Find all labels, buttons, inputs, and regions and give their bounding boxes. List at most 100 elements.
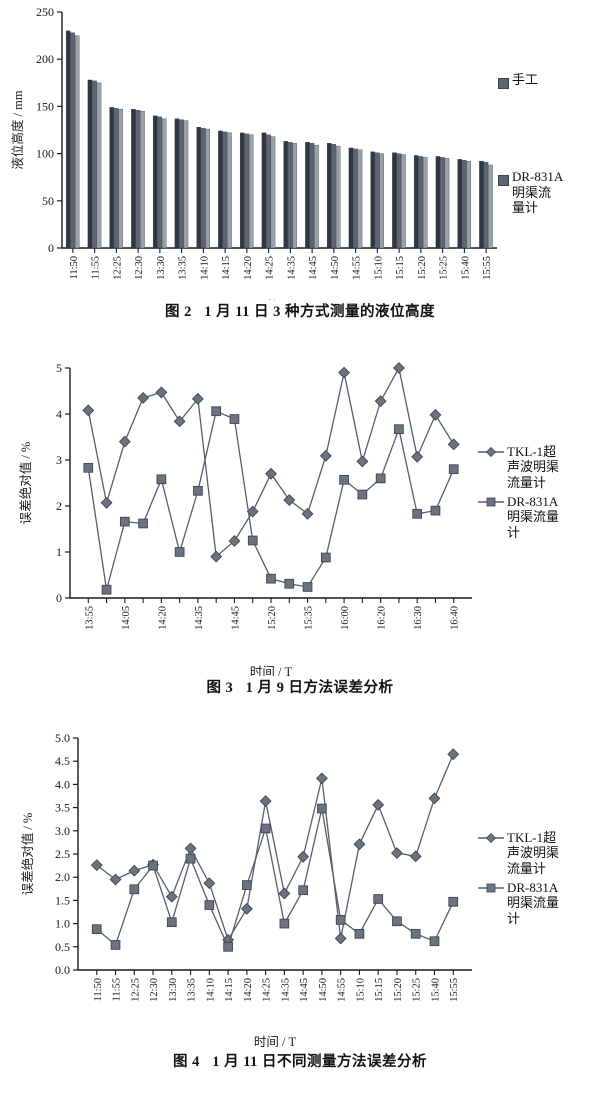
data-point-diamond [319,449,332,462]
bar [227,132,232,249]
bar [331,144,336,249]
y-tick-label: 0 [56,591,62,605]
x-tick-label: 15:10 [355,978,366,1002]
data-point-diamond [191,392,204,405]
y-tick-label: 0.0 [55,963,70,977]
bar [401,154,406,249]
y-tick-label: 250 [36,5,54,19]
bar [457,159,462,249]
bar [309,143,315,249]
figure-3: 0 1 2 3 4 5 误差绝对值 / % 13:55 14:05 14:20 14:35 14:45… [0,346,600,720]
x-tick-label: 15:55 [449,978,460,1002]
y-tick-label: 3 [56,453,62,467]
bar [396,153,402,249]
bar [435,156,441,249]
bar [222,131,228,249]
figure-3-plot: 0 1 2 3 4 5 误差绝对值 / % 13:55 14:05 14:20 14:35 14:45… [0,346,600,676]
y-tick-label: 2.5 [55,847,70,861]
data-point-square [185,853,196,864]
bar [87,79,93,249]
x-tick-label: 14:05 [121,606,132,630]
data-point-square [392,916,402,927]
bar [174,118,180,249]
bar [348,147,354,249]
data-point-diamond [173,415,186,428]
x-tick-label: 15:15 [395,256,406,280]
figure-2: 0 50 100 150 200 250 液位高度 / mm 11:50 11:55 12:25 1… [0,0,600,346]
legend-swatch-icon [498,72,509,89]
x-tick-label: 13:55 [84,606,95,630]
bar [483,161,489,249]
bar [152,115,158,249]
data-point-square [320,552,331,563]
legend-item-tkl1: TKL-1超 声波明渠 流量计 [478,444,596,490]
x-tick-label: 14:15 [221,256,232,280]
x-tick-label: 16:00 [340,606,351,630]
bar [413,155,419,249]
data-point-square [373,894,384,904]
bar [248,134,254,249]
series-line [87,410,455,590]
x-tick-label: 15:55 [482,256,493,280]
x-tick-label: 15:15 [374,978,385,1002]
y-tick-label: 4 [56,407,62,421]
x-tick-label: 15:25 [439,256,450,280]
data-point-diamond [184,842,197,855]
figure-3-legend: TKL-1超 声波明渠 流量计 DR-831A 明渠流量 计 [478,444,596,542]
figure-3-caption: 图 3 1 月 9 日方法误差分析 [206,680,394,696]
data-point-square [375,473,386,484]
y-tick-label: 1 [56,545,62,559]
legend-label-dr831a: DR-831A 明渠流量 计 [507,493,560,540]
data-point-diamond [265,467,277,480]
data-point-diamond [301,507,314,520]
x-axis-label: 时间 /T [260,299,300,300]
y-tick-label: 2.0 [55,870,70,884]
data-point-diamond [109,873,122,886]
x-tick-label: 14:50 [318,978,329,1002]
x-tick-label: 14:50 [330,256,341,280]
legend-label-manual: 手工 [512,72,539,87]
y-tick-label: 1.0 [55,917,70,931]
data-point-diamond [374,395,387,408]
legend-item-dr831a: DR-831A 明渠流 量计 [498,169,598,215]
bar [244,133,249,249]
bar [314,144,319,249]
x-tick-label: 15:20 [393,978,404,1002]
data-point-square [138,518,148,529]
legend-diamond-icon [478,830,504,844]
x-tick-label: 14:25 [262,978,273,1002]
y-tick-label: 200 [36,52,54,66]
bar [218,130,223,249]
x-tick-label: 14:55 [337,978,348,1002]
data-point-diamond [391,847,403,860]
bar [113,108,119,249]
x-tick-label: 15:35 [304,606,315,630]
data-point-square [284,578,295,589]
figure-4-caption: 图 4 1 月 11 日不同测量方法误差分析 [172,1054,428,1070]
x-tick-label: 14:35 [194,606,205,630]
figure-4-legend: TKL-1超 声波明渠 流量计 DR-831A 明渠流量 计 [478,830,596,928]
x-tick-label: 14:20 [243,256,254,280]
y-tick-label: 3.5 [55,801,70,815]
bar [461,160,467,249]
bar [335,145,341,249]
figure-2-caption: 图 2 1 月 11 日 3 种方式测量的液位高度 [164,304,436,320]
data-point-square [448,896,459,907]
data-point-square [448,464,459,475]
data-point-diamond [315,772,328,785]
data-point-square [394,424,404,435]
bar [118,109,123,249]
data-point-diamond [228,535,241,547]
bar [392,152,397,249]
bar [379,153,384,249]
x-tick-label: 11:55 [112,978,123,1002]
legend-square-icon [478,880,504,894]
x-tick-label: 14:45 [230,606,241,630]
data-point-square [119,516,130,527]
data-point-square [339,474,349,485]
data-point-square [101,584,112,595]
bar [326,143,332,249]
data-point-square [302,582,313,592]
data-point-square [166,917,177,928]
x-tick-label: 15:20 [417,256,428,280]
